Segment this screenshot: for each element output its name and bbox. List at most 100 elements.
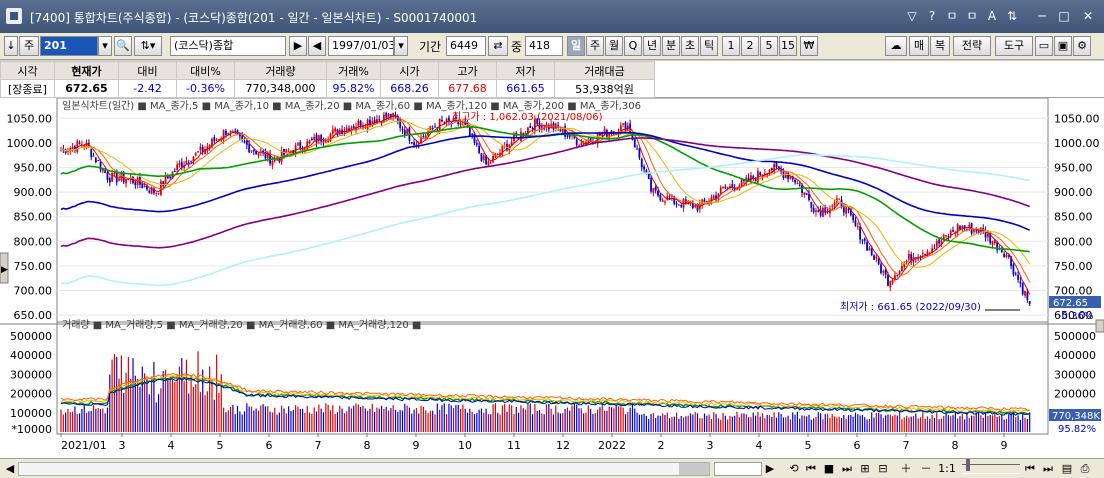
timeframe-minute[interactable]: 분 (662, 36, 680, 56)
next-button[interactable]: ▶ (289, 36, 307, 56)
close-button[interactable]: ✕ (1082, 9, 1094, 23)
candle-body (382, 114, 385, 123)
candle-body (935, 241, 938, 247)
link-icon[interactable]: ⇄ (488, 36, 508, 56)
chart-canvas[interactable]: 1050.00 1050.00 1000.00 1000.00 950.00 950.00… (0, 98, 1104, 458)
history-icon[interactable]: ⟲ (789, 462, 799, 475)
candle-body (819, 209, 822, 216)
prev-button[interactable]: ◀ (308, 36, 326, 56)
x-tick-label: 5 (805, 439, 812, 452)
window-a-icon[interactable]: ㅁ (946, 9, 958, 23)
candle-body (262, 150, 264, 153)
period-input[interactable]: 6449 (446, 36, 486, 56)
candle-body (905, 260, 908, 262)
zoom-out-icon[interactable]: － (920, 462, 932, 475)
candle-body (1012, 264, 1015, 275)
zoom-slider[interactable] (962, 459, 1020, 474)
settings-icon[interactable]: ⚙ (1073, 36, 1091, 56)
candle-body (1000, 249, 1003, 252)
candle-body (348, 128, 350, 132)
candle-body (162, 181, 165, 187)
candle-body (603, 128, 606, 133)
zoom-label: 중 (511, 40, 523, 54)
strategy-button[interactable]: 전략 (953, 36, 991, 56)
list-icon[interactable]: ⇅▾ (134, 36, 162, 56)
scrollbar-thumb[interactable] (679, 463, 709, 475)
zoom-fit-icon[interactable]: ⊟ (878, 462, 888, 475)
help-icon[interactable]: ? (928, 9, 936, 23)
sort-icon[interactable]: ⇅ (1006, 9, 1018, 23)
ma120-line (60, 131, 1031, 231)
candle-body (712, 195, 715, 199)
start-date-input[interactable]: 1997/01/03 (328, 36, 394, 56)
timeframe-second[interactable]: 초 (681, 36, 699, 56)
candle-body (125, 180, 127, 184)
candle-body (443, 122, 446, 124)
save-icon[interactable]: ▣ (1054, 36, 1072, 56)
date-dropdown-icon[interactable]: ▾ (394, 36, 408, 56)
interval-5[interactable]: 5 (760, 36, 778, 56)
timeframe-day[interactable]: 일 (567, 36, 585, 56)
font-icon[interactable]: A (987, 9, 997, 23)
rewind-icon[interactable]: ⏮ (806, 462, 816, 475)
price-legend: 일본식차트(일간) ■ MA_종가,5 ■ MA_종가,10 ■ MA_종가,2… (62, 100, 641, 112)
timeframe-week[interactable]: 주 (586, 36, 604, 56)
timeframe-tick[interactable]: 틱 (700, 36, 718, 56)
scroll-right-icon[interactable]: ▶ (765, 462, 775, 475)
tools-button[interactable]: 도구 (995, 36, 1033, 56)
candle-body (870, 248, 873, 256)
candle-body (204, 149, 206, 154)
candle-body (952, 230, 954, 232)
zoom-area-icon[interactable]: ⊞ (860, 462, 870, 475)
window-b-icon[interactable]: ㅁ (966, 9, 978, 23)
candle-body (979, 228, 982, 234)
candle-body (248, 144, 251, 153)
first-page-icon[interactable]: ⏮ (1025, 462, 1035, 475)
dropdown-icon[interactable]: ▽ (907, 9, 917, 23)
code-input[interactable]: 201 (40, 36, 98, 56)
candle-body (1003, 253, 1006, 258)
market-type-button[interactable]: 주 (19, 36, 39, 56)
timeframe-quarter[interactable]: Q (624, 36, 642, 56)
candle-body (873, 255, 875, 260)
interval-2[interactable]: 2 (741, 36, 759, 56)
trade-button[interactable]: 매 (909, 36, 929, 56)
zoom-in-icon[interactable]: ＋ (900, 462, 912, 475)
candle-body (919, 256, 922, 258)
interval-15[interactable]: 15 (779, 36, 797, 56)
chart-area[interactable]: 1050.00 1050.00 1000.00 1000.00 950.00 950.00… (0, 98, 1104, 458)
candle-body (422, 136, 425, 138)
volume-unit-label: *10000 (12, 423, 53, 436)
candle-body (76, 141, 79, 153)
candle-body (457, 120, 460, 125)
scroll-left-icon[interactable]: ◀ (5, 462, 15, 475)
interval-1[interactable]: 1 (722, 36, 740, 56)
zoom-input[interactable]: 418 (525, 36, 563, 56)
timeframe-year[interactable]: 년 (643, 36, 661, 56)
scroll-range-box[interactable] (714, 462, 762, 476)
stop-icon[interactable]: ■ (823, 462, 835, 475)
candle-body (601, 133, 604, 137)
code-dropdown-icon[interactable]: ▾ (98, 36, 112, 56)
timeframe-month[interactable]: 월 (605, 36, 623, 56)
search-icon[interactable]: 🔍 (114, 36, 132, 56)
quote-header: 저가 (496, 61, 555, 80)
prev-code-button[interactable]: ↓ (4, 36, 18, 56)
print-icon[interactable]: ⎙ (1080, 462, 1090, 475)
candle-body (654, 187, 657, 191)
candle-body (201, 146, 204, 153)
export-icon[interactable]: ▤ (1061, 462, 1073, 475)
cloud-icon[interactable]: ☁ (885, 36, 907, 56)
open-folder-icon[interactable]: ▭ (1035, 36, 1053, 56)
minimize-button[interactable]: ─ (1038, 9, 1046, 23)
x-tick-label: 2 (658, 439, 665, 452)
candle-body (206, 146, 209, 151)
copy-button[interactable]: 복 (930, 36, 950, 56)
horizontal-scrollbar[interactable] (18, 462, 710, 476)
last-page-icon[interactable]: ⏭ (1043, 462, 1053, 475)
maximize-button[interactable]: □ (1058, 9, 1070, 23)
fast-forward-icon[interactable]: ⏭ (842, 462, 852, 475)
candle-body (863, 238, 866, 241)
price-tick-label-left: 1050.00 (7, 112, 53, 125)
currency-icon[interactable]: ₩ (800, 36, 818, 56)
